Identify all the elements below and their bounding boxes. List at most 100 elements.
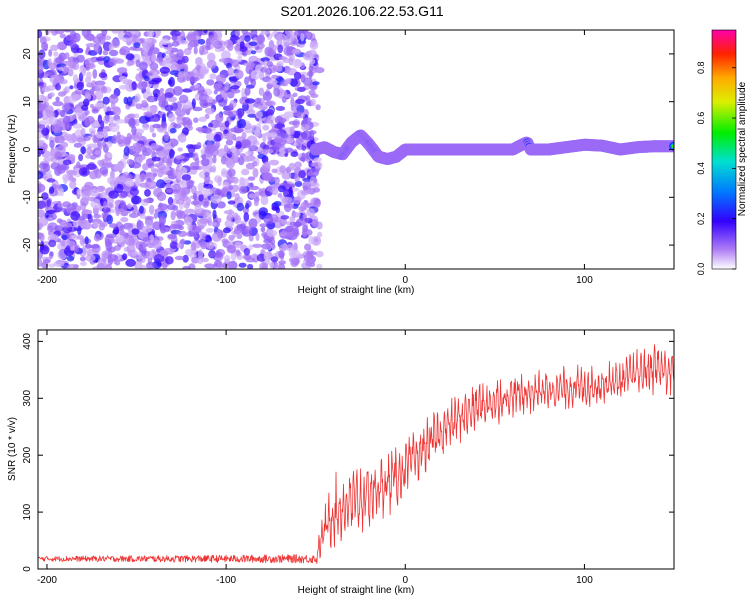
snr-x-axis: -200 -100 0 100 [37,330,593,586]
heatmap-noise-cell [273,30,278,35]
heatmap-noise-cell [203,183,214,189]
heatmap-noise-cell [197,239,206,246]
heatmap-noise-cell [152,239,162,249]
heatmap-noise-cell [78,153,84,162]
heatmap-noise-cell [194,228,201,233]
heatmap-noise-cell [144,189,151,197]
heatmap-noise-cell [98,185,104,191]
heatmap-noise-cell [119,230,125,236]
heatmap-noise-cell [295,138,304,145]
heatmap-noise-cell [69,240,74,248]
snr-plot-area [38,330,674,569]
heatmap-noise-cell [101,30,108,37]
heatmap-noise-cell [223,227,231,234]
heatmap-noise-cell [148,204,155,215]
heatmap-noise-cell [248,244,253,251]
heatmap-noise-cell [266,229,278,237]
heatmap-noise-cell [58,79,68,85]
heatmap-noise-cell [84,90,91,98]
heatmap-noise-cell [210,37,219,46]
heatmap-noise-cell [263,239,272,244]
heatmap-noise-cell [43,157,54,162]
heatmap-noise-cell [271,74,279,80]
heatmap-noise-cell [131,34,137,43]
heatmap-noise-cell [135,103,143,110]
snr-y-tick-label: 200 [22,446,33,463]
heatmap-noise-cell [228,184,234,191]
heatmap-noise-cell [215,140,221,149]
heatmap-noise-cell [244,35,251,42]
heatmap-noise-cell [84,110,90,115]
heatmap-noise-cell [204,263,216,269]
heatmap-noise-cell [40,94,46,105]
heatmap-noise-cell [64,52,70,59]
heatmap-noise-cell [236,202,244,212]
heatmap-noise-cell [216,201,226,209]
heatmap-noise-cell [41,127,50,136]
heatmap-noise-cell [313,187,320,193]
heatmap-noise-cell [57,200,62,208]
heatmap-noise-cell [218,58,229,63]
heatmap-noise-cell [98,222,106,231]
heatmap-noise-cell [305,95,311,101]
heatmap-noise-cell [125,53,135,61]
heatmap-noise-cell [193,231,198,239]
heatmap-noise-cell [262,144,270,151]
heatmap-noise-cell [139,264,147,269]
heatmap-noise-cell [216,228,222,239]
heatmap-noise-cell [67,68,74,77]
heatmap-noise-cell [230,85,240,90]
heatmap-noise-cell [72,74,79,83]
heatmap-noise-cell [232,177,239,184]
heatmap-noise-cell [285,78,292,84]
heatmap-noise-cell [62,115,71,126]
heatmap-noise-cell [143,198,154,204]
heatmap-noise-cell [212,154,217,164]
snr-x-label: Height of straight line (km) [298,585,415,596]
heatmap-noise-cell [171,40,180,47]
heatmap-noise-cell [142,123,150,131]
heatmap-noise-cell [167,42,173,52]
heatmap-noise-cell [303,253,314,263]
heatmap-noise-cell [54,225,64,232]
heatmap-noise-cell [195,127,205,132]
heatmap-noise-cell [176,210,182,220]
heatmap-noise-cell [216,74,226,84]
heatmap-noise-cell [165,188,173,193]
heatmap-noise-cell [308,69,313,80]
heatmap-noise-cell [129,212,139,219]
heatmap-noise-cell [194,204,202,214]
heatmap-noise-cell [167,233,177,239]
heatmap-noise-cell [291,48,301,55]
heatmap-noise-cell [116,135,127,144]
heatmap-noise-cell [96,57,104,62]
heatmap-noise-cell [258,87,265,96]
heatmap-noise-cell [244,86,251,96]
heatmap-noise-cell [53,260,65,267]
heatmap-noise-cell [272,44,277,52]
heatmap-noise-cell [59,33,66,39]
heatmap-noise-cell [260,226,266,233]
heatmap-noise-cell [68,175,74,182]
heatmap-noise-cell [203,188,213,197]
heatmap-noise-cell [196,142,202,149]
heatmap-noise-cell [141,99,148,106]
heatmap-noise-cell [236,249,241,256]
heatmap-noise-cell [100,120,105,129]
heatmap-noise-cell [158,91,166,102]
heatmap-noise-cell [207,122,214,128]
heatmap-noise-cell [38,200,46,209]
heatmap-noise-cell [105,233,117,238]
heatmap-noise-cell [177,230,188,237]
heatmap-noise-cell [94,150,101,155]
heatmap-noise-cell [108,58,117,67]
heatmap-noise-cell [159,66,171,74]
heatmap-noise-cell [226,244,237,254]
heatmap-noise-cell [142,236,151,242]
heatmap-noise-cell [241,138,252,147]
heatmap-noise-cell [278,250,285,258]
heatmap-noise-cell [293,71,302,80]
heatmap-noise-cell [159,88,165,93]
heatmap-noise-cell [250,30,258,38]
heatmap-noise-cell [39,244,50,255]
